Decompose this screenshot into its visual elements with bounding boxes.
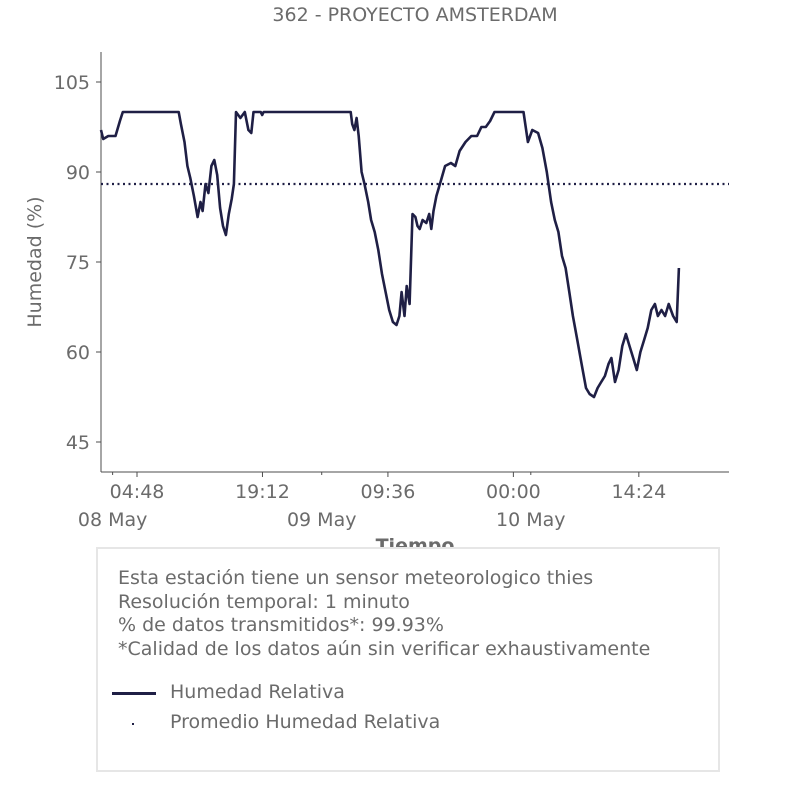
x-tick-label: 19:12 <box>235 481 290 503</box>
y-tick-label: 45 <box>66 432 90 454</box>
date-label: 08 May <box>78 509 148 531</box>
date-label: 09 May <box>287 509 357 531</box>
x-tick-label: 00:00 <box>486 481 541 503</box>
info-lines: Esta estación tiene un sensor meteorolog… <box>118 567 650 661</box>
legend-label: Promedio Humedad Relativa <box>170 711 441 733</box>
info-line-quality: *Calidad de los datos aún sin verificar … <box>118 637 651 660</box>
x-tick-label: 09:36 <box>361 481 416 503</box>
x-tick-label: 14:24 <box>611 481 666 503</box>
chart-title: 362 - PROYECTO AMSTERDAM <box>272 4 557 26</box>
date-labels: 08 May 09 May 10 May <box>78 472 566 531</box>
series-layer <box>99 110 729 399</box>
info-line-sensor: Esta estación tiene un sensor meteorolog… <box>118 567 594 589</box>
info-line-transmitted: % de datos transmitidos*: 99.93% <box>118 614 444 636</box>
y-ticks: 45 60 75 90 105 <box>54 72 101 454</box>
legend-swatch-solid-line <box>112 692 156 695</box>
x-ticks: 04:48 19:12 09:36 00:00 14:24 <box>110 472 666 503</box>
legend-swatch-dot <box>132 723 134 725</box>
info-line-resolution: Resolución temporal: 1 minuto <box>118 590 410 613</box>
y-tick-label: 60 <box>66 342 90 364</box>
y-tick-label: 105 <box>54 72 90 94</box>
y-axis-label: Humedad (%) <box>24 196 46 327</box>
legend-label: Humedad Relativa <box>170 681 345 703</box>
date-label: 10 May <box>496 509 566 531</box>
x-tick-label: 04:48 <box>110 481 165 503</box>
series-line-humedad-relativa <box>99 110 681 399</box>
y-tick-label: 90 <box>66 162 90 184</box>
y-tick-label: 75 <box>66 252 90 274</box>
station-info-box: Esta estación tiene un sensor meteorolog… <box>96 547 720 772</box>
